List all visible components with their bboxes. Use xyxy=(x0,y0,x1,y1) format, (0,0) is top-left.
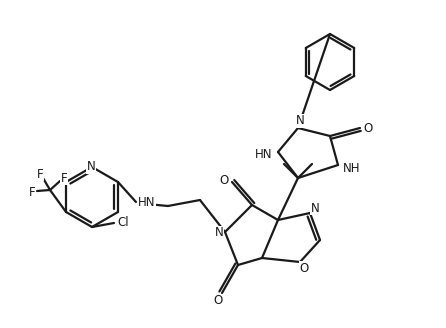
Text: N: N xyxy=(296,114,304,128)
Text: Cl: Cl xyxy=(117,216,129,230)
Text: O: O xyxy=(213,295,223,308)
Text: O: O xyxy=(219,174,229,188)
Text: NH: NH xyxy=(343,161,361,174)
Text: N: N xyxy=(215,227,223,239)
Text: F: F xyxy=(61,172,67,184)
Text: HN: HN xyxy=(138,196,156,210)
Text: F: F xyxy=(37,168,43,180)
Text: N: N xyxy=(310,201,319,215)
Text: O: O xyxy=(299,261,309,275)
Text: O: O xyxy=(363,121,372,134)
Text: HN: HN xyxy=(255,148,273,160)
Text: N: N xyxy=(87,160,95,174)
Text: F: F xyxy=(29,186,35,198)
